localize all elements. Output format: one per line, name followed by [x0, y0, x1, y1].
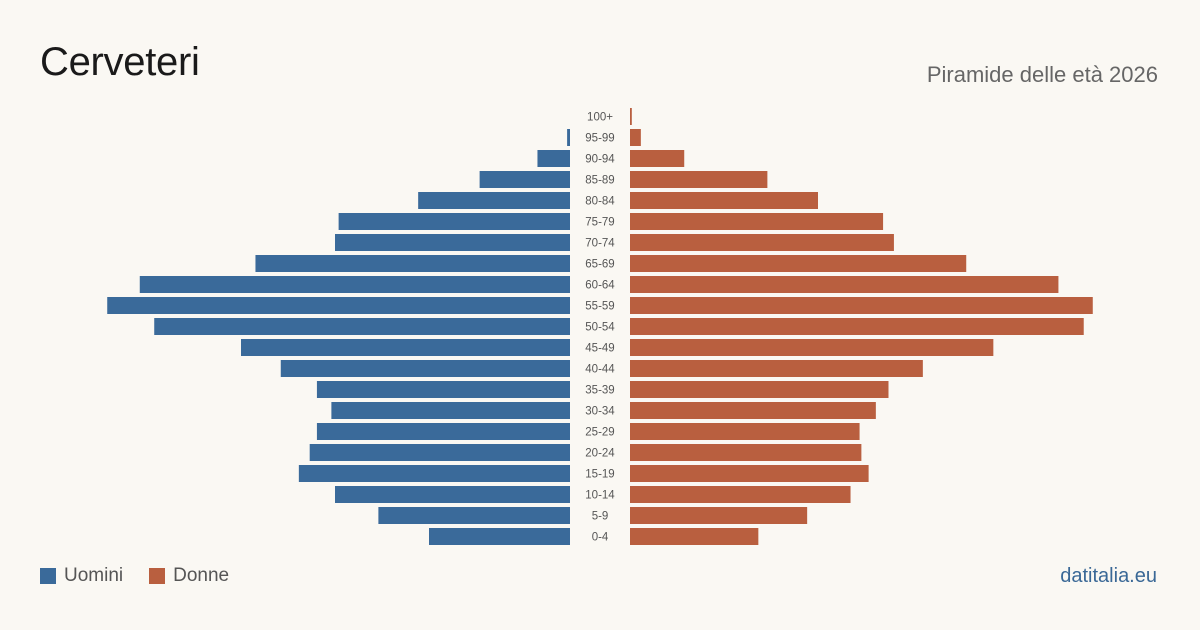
age-label-65-69: 65-69	[585, 259, 614, 271]
bar-women-85-89	[630, 171, 768, 188]
age-label-60-64: 60-64	[585, 280, 615, 292]
bar-women-70-74	[630, 234, 894, 251]
bar-men-45-49	[241, 339, 570, 356]
bar-women-100plus	[630, 108, 632, 125]
bar-men-75-79	[338, 213, 570, 230]
bar-men-70-74	[335, 234, 570, 251]
age-label-95-99: 95-99	[585, 133, 614, 145]
bar-men-40-44	[280, 360, 570, 377]
bar-men-15-19	[298, 465, 570, 482]
legend-swatch-women	[149, 568, 166, 584]
bar-women-95-99	[630, 129, 641, 146]
bar-men-65-69	[255, 255, 570, 272]
bar-women-40-44	[630, 360, 923, 377]
age-group-labels: 100+ 95-99 90-94 85-89 80-84 75-79 70-74 65-69 6…	[585, 112, 615, 544]
bar-men-35-39	[316, 381, 570, 398]
age-label-75-79: 75-79	[585, 217, 614, 229]
source-link[interactable]: datitalia.eu	[1060, 565, 1157, 587]
bar-women-5-9	[630, 507, 808, 524]
bar-women-35-39	[630, 381, 889, 398]
legend-label-men: Uomini	[64, 565, 124, 586]
bar-men-20-24	[309, 444, 570, 461]
legend-item-women: Donne	[149, 565, 229, 587]
bar-men-80-84	[418, 192, 570, 209]
age-label-5-9: 5-9	[592, 511, 609, 523]
age-label-50-54: 50-54	[585, 322, 615, 334]
age-label-90-94: 90-94	[585, 154, 615, 166]
bar-men-5-9	[378, 507, 570, 524]
bar-women-30-34	[630, 402, 876, 419]
bar-women-0-4	[630, 528, 759, 545]
bar-men-55-59	[107, 297, 570, 314]
age-label-0-4: 0-4	[592, 532, 609, 544]
bar-women-10-14	[630, 486, 851, 503]
age-label-70-74: 70-74	[585, 238, 615, 250]
men-bars	[107, 129, 570, 545]
age-label-10-14: 10-14	[585, 490, 615, 502]
bar-women-20-24	[630, 444, 862, 461]
age-label-80-84: 80-84	[585, 196, 615, 208]
bar-men-30-34	[331, 402, 570, 419]
age-label-35-39: 35-39	[585, 385, 614, 397]
bar-women-90-94	[630, 150, 685, 167]
age-label-55-59: 55-59	[585, 301, 614, 313]
bar-women-75-79	[630, 213, 884, 230]
bar-women-60-64	[630, 276, 1059, 293]
age-label-85-89: 85-89	[585, 175, 614, 187]
bar-women-55-59	[630, 297, 1093, 314]
bar-women-65-69	[630, 255, 967, 272]
bar-men-50-54	[154, 318, 570, 335]
legend: Uomini Donne	[40, 565, 255, 587]
legend-label-women: Donne	[173, 565, 230, 586]
age-label-45-49: 45-49	[585, 343, 614, 355]
age-label-100plus: 100+	[587, 112, 613, 124]
legend-item-men: Uomini	[40, 565, 123, 587]
bar-men-10-14	[335, 486, 570, 503]
bar-men-90-94	[537, 150, 570, 167]
chart-title: Cerveteri	[40, 40, 200, 84]
bar-women-45-49	[630, 339, 994, 356]
bar-men-60-64	[139, 276, 570, 293]
bar-men-0-4	[429, 528, 570, 545]
age-label-15-19: 15-19	[585, 469, 614, 481]
bar-women-25-29	[630, 423, 860, 440]
age-label-40-44: 40-44	[585, 364, 615, 376]
bar-men-25-29	[316, 423, 570, 440]
chart-subtitle: Piramide delle età 2026	[926, 62, 1158, 87]
bar-men-95-99	[567, 129, 570, 146]
bar-women-50-54	[630, 318, 1084, 335]
age-label-30-34: 30-34	[585, 406, 615, 418]
legend-swatch-men	[40, 568, 56, 584]
women-bars	[630, 108, 1093, 545]
age-label-25-29: 25-29	[585, 427, 614, 439]
bar-men-85-89	[479, 171, 570, 188]
age-label-20-24: 20-24	[585, 448, 615, 460]
bar-women-15-19	[630, 465, 869, 482]
bar-women-80-84	[630, 192, 818, 209]
